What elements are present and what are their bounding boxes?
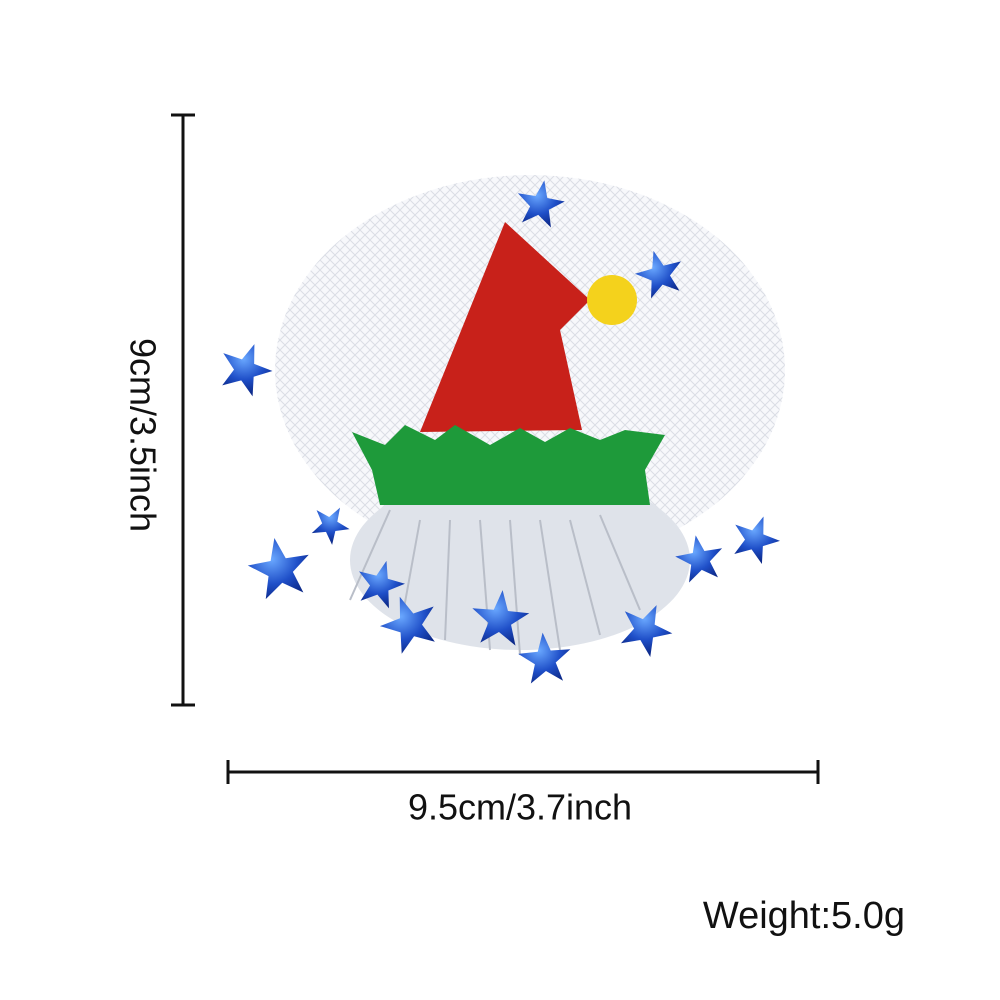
weight-label: Weight:5.0g [703, 895, 905, 937]
width-label: 9.5cm/3.7inch [408, 787, 632, 828]
height-dimension [171, 113, 195, 707]
height-label: 9cm/3.5inch [122, 338, 163, 532]
hair-clip [212, 175, 786, 685]
width-dimension [226, 760, 820, 784]
